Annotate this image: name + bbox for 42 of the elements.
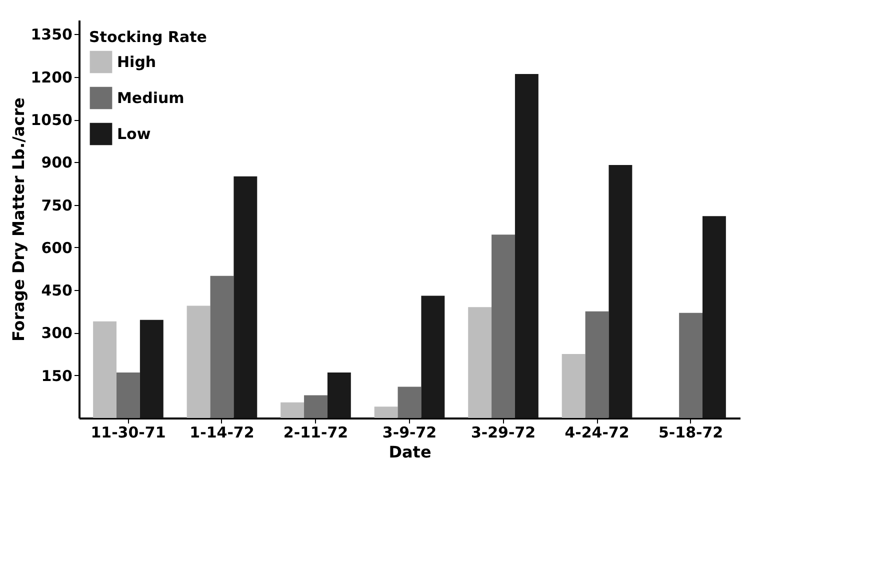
bar (186, 306, 210, 418)
x-tick-label: 4-24-72 (564, 424, 630, 442)
bar (608, 164, 632, 418)
y-tick-label: 750 (41, 196, 72, 214)
bar (116, 372, 140, 418)
bar (492, 234, 515, 418)
bar (702, 216, 726, 418)
y-tick-label: 600 (41, 238, 72, 257)
x-tick-label: 5-18-72 (658, 424, 724, 442)
bar (93, 321, 117, 418)
bar (304, 395, 328, 418)
y-axis-title: Forage Dry Matter Lb./acre (8, 97, 28, 342)
bar (398, 386, 422, 418)
bar (140, 320, 164, 418)
bar (562, 354, 586, 418)
bar (421, 296, 445, 418)
x-tick-label: 2-11-72 (283, 424, 348, 442)
bar (327, 372, 351, 418)
y-tick-label: 450 (41, 282, 72, 300)
y-tick-label: 900 (41, 154, 72, 172)
bar (280, 402, 304, 418)
legend-label: High (117, 53, 156, 71)
x-tick-label: 11-30-71 (90, 424, 166, 442)
bar (514, 74, 538, 418)
legend-title: Stocking Rate (89, 28, 207, 46)
bar (468, 307, 492, 418)
legend-label: Medium (117, 89, 184, 107)
y-tick-label: 1200 (30, 68, 72, 86)
y-tick-label: 1050 (30, 111, 72, 129)
bar (585, 311, 609, 418)
y-tick-label: 300 (41, 324, 72, 342)
x-axis-title: Date (388, 442, 432, 462)
bar (234, 176, 258, 418)
bar (374, 406, 398, 418)
x-tick-label: 3-29-72 (470, 424, 536, 442)
y-tick-label: 150 (41, 366, 72, 385)
x-tick-label: 3-9-72 (382, 424, 437, 442)
bar (679, 312, 702, 418)
bar (210, 276, 234, 418)
y-tick-label: 1350 (30, 26, 72, 44)
x-tick-label: 1-14-72 (190, 424, 254, 442)
legend-label: Low (117, 125, 151, 143)
